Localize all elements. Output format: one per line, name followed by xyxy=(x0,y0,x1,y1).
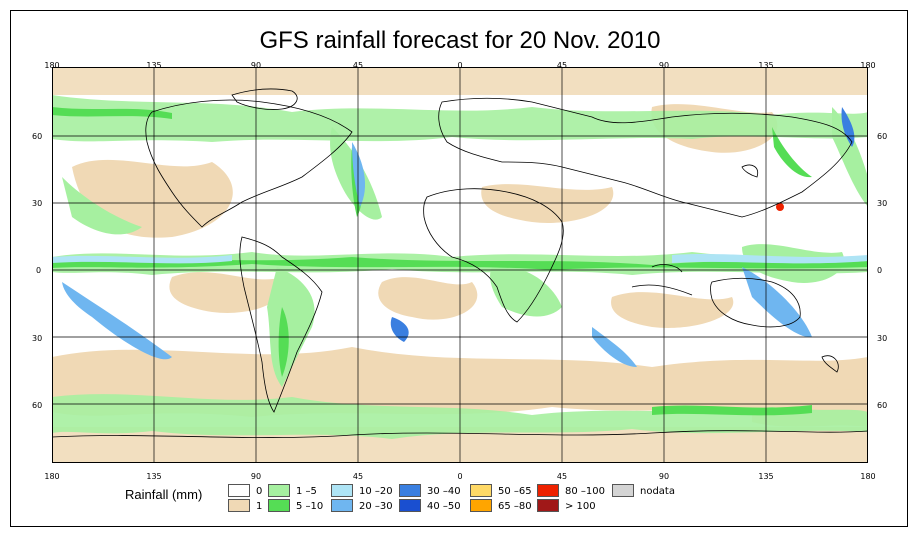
top-tick-label: 180 xyxy=(44,61,60,70)
bottom-tick-label: 135 xyxy=(146,472,162,481)
antarctica-outline xyxy=(52,430,868,438)
top-tick-label: 90 xyxy=(250,61,262,70)
legend-swatch xyxy=(228,499,250,512)
right-tick-label: 60 xyxy=(877,401,888,410)
legend-swatch xyxy=(228,484,250,497)
north-america-outline xyxy=(145,99,353,228)
legend-swatch xyxy=(331,499,353,512)
legend-label: 1 xyxy=(256,501,263,512)
new-zealand-outline xyxy=(821,355,839,373)
legend-label: 5 –10 xyxy=(296,501,324,512)
africa-outline xyxy=(423,188,564,323)
legend-swatch xyxy=(537,499,559,512)
japan-outline xyxy=(741,164,759,178)
legend-swatch xyxy=(470,499,492,512)
top-tick-label: 90 xyxy=(658,61,670,70)
legend-label: 80 –100 xyxy=(565,486,605,497)
bottom-tick-label: 135 xyxy=(758,472,774,481)
top-tick-label: 135 xyxy=(758,61,774,70)
legend-swatch xyxy=(470,484,492,497)
legend-label: nodata xyxy=(640,486,675,497)
bottom-tick-label: 0 xyxy=(457,472,463,481)
south-america-outline xyxy=(239,236,323,413)
legend-swatch xyxy=(399,499,421,512)
legend-title: Rainfall (mm) xyxy=(125,487,203,502)
graticule xyxy=(52,67,868,463)
rainfall-map xyxy=(52,67,868,463)
bottom-tick-label: 180 xyxy=(860,472,876,481)
legend-swatch xyxy=(612,484,634,497)
legend-label: > 100 xyxy=(565,501,596,512)
bottom-tick-label: 45 xyxy=(556,472,568,481)
legend-swatch xyxy=(268,499,290,512)
top-tick-label: 180 xyxy=(860,61,876,70)
left-tick-label: 30 xyxy=(32,334,43,343)
top-tick-label: 45 xyxy=(352,61,364,70)
top-tick-label: 0 xyxy=(457,61,463,70)
right-tick-label: 60 xyxy=(877,132,888,141)
legend-swatch xyxy=(537,484,559,497)
bottom-tick-label: 45 xyxy=(352,472,364,481)
map-border xyxy=(52,67,868,463)
legend-label: 1 –5 xyxy=(296,486,317,497)
legend-label: 65 –80 xyxy=(498,501,532,512)
left-tick-label: 0 xyxy=(36,266,42,275)
legend-swatch xyxy=(331,484,353,497)
right-tick-label: 30 xyxy=(877,199,888,208)
greenland-outline xyxy=(231,88,298,110)
legend-swatch xyxy=(399,484,421,497)
legend-label: 50 –65 xyxy=(498,486,532,497)
australia-outline xyxy=(710,277,801,328)
left-tick-label: 30 xyxy=(32,199,43,208)
map-title: GFS rainfall forecast for 20 Nov. 2010 xyxy=(259,27,661,54)
top-tick-label: 135 xyxy=(146,61,162,70)
top-tick-label: 45 xyxy=(556,61,568,70)
legend-label: 0 xyxy=(256,486,263,497)
bottom-tick-label: 90 xyxy=(658,472,670,481)
legend-label: 20 –30 xyxy=(359,501,393,512)
indonesia-outline xyxy=(631,264,693,296)
coastlines xyxy=(52,88,868,438)
bottom-tick-label: 180 xyxy=(44,472,60,481)
legend-label: 30 –40 xyxy=(427,486,461,497)
legend-label: 40 –50 xyxy=(427,501,461,512)
left-tick-label: 60 xyxy=(32,132,43,141)
figure-frame xyxy=(10,10,908,527)
left-tick-label: 60 xyxy=(32,401,43,410)
eurasia-outline xyxy=(438,97,853,218)
bottom-tick-label: 90 xyxy=(250,472,262,481)
legend-swatch xyxy=(268,484,290,497)
right-tick-label: 0 xyxy=(877,266,883,275)
legend-label: 10 –20 xyxy=(359,486,393,497)
right-tick-label: 30 xyxy=(877,334,888,343)
